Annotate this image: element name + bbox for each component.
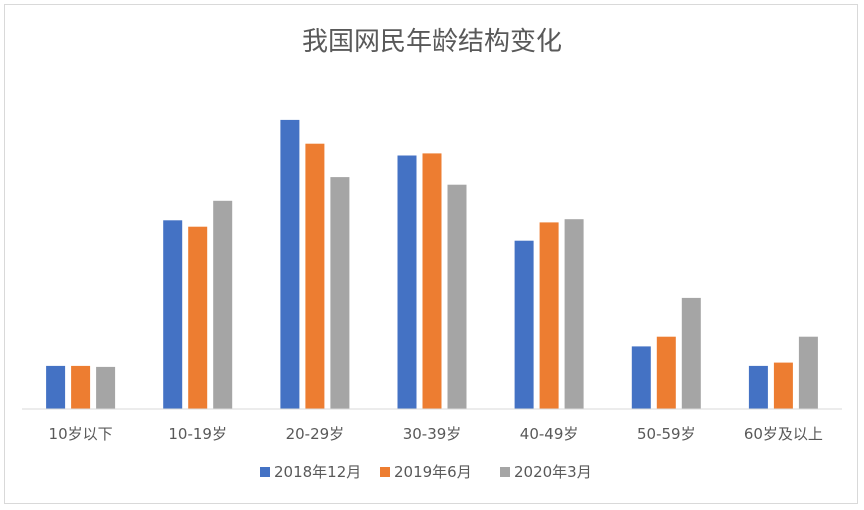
bar-1-5 [656,336,676,409]
legend-swatch [500,467,510,477]
bar-0-3 [397,155,417,409]
bar-1-3 [422,153,442,409]
bar-2-3 [447,184,467,409]
bar-2-5 [681,297,701,409]
bar-0-2 [280,119,300,410]
bar-2-6 [798,336,818,409]
bar-1-0 [71,365,91,409]
bar-0-1 [163,220,183,410]
bar-2-0 [96,366,116,409]
legend-swatch [380,467,390,477]
bar-0-4 [514,240,534,409]
bar-1-2 [305,143,325,409]
bar-1-1 [188,226,208,409]
bars-group [46,119,818,410]
bar-0-6 [748,365,768,409]
legend-label: 2020年3月 [514,463,592,481]
x-tick-label: 10-19岁 [168,425,227,443]
x-tick-label: 10岁以下 [49,425,113,443]
legend-label: 2018年12月 [274,463,361,481]
bar-0-5 [631,346,651,409]
bar-2-2 [330,177,350,409]
x-tick-label: 50-59岁 [637,425,696,443]
x-tick-label: 20-29岁 [286,425,345,443]
x-tick-label: 30-39岁 [403,425,462,443]
legend-label: 2019年6月 [394,463,472,481]
x-tick-label: 60岁及以上 [744,425,823,443]
bar-1-4 [539,222,559,409]
bar-2-4 [564,219,584,409]
x-tick-label: 40-49岁 [520,425,579,443]
bar-2-1 [213,200,233,409]
x-tick-labels: 10岁以下 10-19岁 20-29岁 30-39岁 40-49岁 50-59岁 60岁及以… [49,425,823,443]
chart-title: 我国网民年龄结构变化 [302,27,562,57]
bar-1-6 [773,362,793,409]
legend: 2018年12月 2019年6月 2020年3月 [260,463,592,481]
bar-0-0 [46,365,66,409]
legend-swatch [260,467,270,477]
